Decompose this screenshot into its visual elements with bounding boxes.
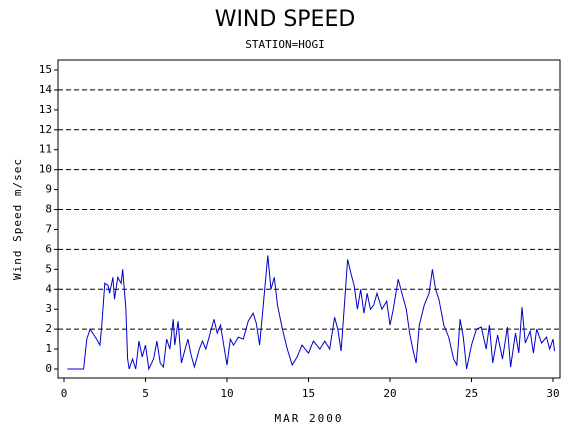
y-axis-label: Wind Speed m/sec [11, 158, 24, 280]
y-tick-label: 0 [45, 362, 52, 375]
y-tick-label: 2 [45, 322, 52, 335]
x-tick-label: 10 [220, 387, 233, 400]
y-tick-label: 10 [39, 163, 52, 176]
chart-title: WIND SPEED [215, 7, 356, 32]
x-tick-label: 25 [465, 387, 478, 400]
y-tick-label: 6 [45, 242, 52, 255]
y-tick-label: 13 [39, 103, 52, 116]
y-tick-label: 5 [45, 262, 52, 275]
y-tick-label: 8 [45, 203, 52, 216]
x-tick-label: 30 [546, 387, 559, 400]
x-tick-label: 5 [142, 387, 149, 400]
chart-subtitle: STATION=HOGI [245, 38, 324, 51]
y-tick-label: 12 [39, 123, 52, 136]
y-tick-label: 11 [39, 143, 52, 156]
x-axis-label: MAR 2000 [275, 412, 344, 425]
y-tick-label: 15 [39, 63, 52, 76]
y-tick-label: 7 [45, 222, 52, 235]
y-tick-label: 3 [45, 302, 52, 315]
data-line [67, 255, 556, 371]
plot-frame [57, 59, 561, 379]
y-tick-label: 14 [39, 83, 53, 96]
y-tick-label: 4 [45, 282, 52, 295]
x-tick-label: 15 [302, 387, 315, 400]
x-tick-label: 20 [383, 387, 396, 400]
y-tick-label: 1 [45, 342, 52, 355]
x-tick-label: 0 [61, 387, 68, 400]
y-tick-label: 9 [45, 183, 52, 196]
